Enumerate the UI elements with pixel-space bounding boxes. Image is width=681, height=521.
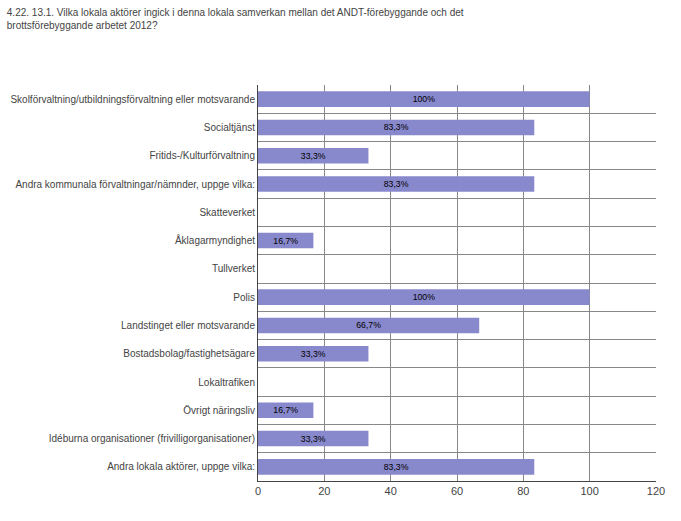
- svg-text:Skolförvaltning/utbildningsför: Skolförvaltning/utbildningsförvaltning e…: [10, 94, 255, 105]
- svg-text:Tullverket: Tullverket: [212, 263, 255, 274]
- svg-text:Landstinget eller motsvarande: Landstinget eller motsvarande: [121, 320, 255, 331]
- svg-text:16,7%: 16,7%: [273, 405, 298, 415]
- svg-text:Andra lokala aktörer, uppge vi: Andra lokala aktörer, uppge vilka:: [107, 461, 255, 472]
- svg-text:40: 40: [385, 485, 397, 497]
- svg-text:Åklagarmyndighet: Åklagarmyndighet: [175, 234, 255, 246]
- svg-text:120: 120: [647, 485, 665, 497]
- svg-text:33,3%: 33,3%: [301, 151, 326, 161]
- svg-text:33,3%: 33,3%: [301, 349, 326, 359]
- svg-text:Skatteverket: Skatteverket: [199, 207, 255, 218]
- svg-text:83,3%: 83,3%: [384, 462, 409, 472]
- svg-text:0: 0: [255, 485, 261, 497]
- svg-text:66,7%: 66,7%: [356, 320, 381, 330]
- svg-text:100%: 100%: [413, 94, 435, 104]
- svg-text:100%: 100%: [413, 292, 435, 302]
- svg-text:80: 80: [517, 485, 529, 497]
- svg-text:83,3%: 83,3%: [384, 122, 409, 132]
- svg-text:60: 60: [451, 485, 463, 497]
- svg-text:Socialtjänst: Socialtjänst: [204, 122, 255, 133]
- svg-text:4.22. 13.1. Vilka lokala aktör: 4.22. 13.1. Vilka lokala aktörer ingick …: [7, 7, 464, 31]
- svg-text:16,7%: 16,7%: [273, 236, 298, 246]
- svg-text:Andra kommunala förvaltningar/: Andra kommunala förvaltningar/nämnder, u…: [15, 179, 255, 190]
- svg-text:Polis: Polis: [233, 292, 255, 303]
- svg-text:20: 20: [318, 485, 330, 497]
- svg-text:Övrigt näringsliv: Övrigt näringsliv: [183, 405, 255, 416]
- svg-text:83,3%: 83,3%: [384, 179, 409, 189]
- svg-text:33,3%: 33,3%: [301, 434, 326, 444]
- svg-text:Bostadsbolag/fastighetsägare: Bostadsbolag/fastighetsägare: [123, 348, 255, 359]
- svg-text:Lokaltrafiken: Lokaltrafiken: [198, 377, 255, 388]
- svg-text:100: 100: [580, 485, 598, 497]
- svg-text:Idéburna organisationer (frivi: Idéburna organisationer (frivilligorgani…: [49, 433, 255, 444]
- svg-text:Fritids-/Kulturförvaltning: Fritids-/Kulturförvaltning: [149, 150, 255, 161]
